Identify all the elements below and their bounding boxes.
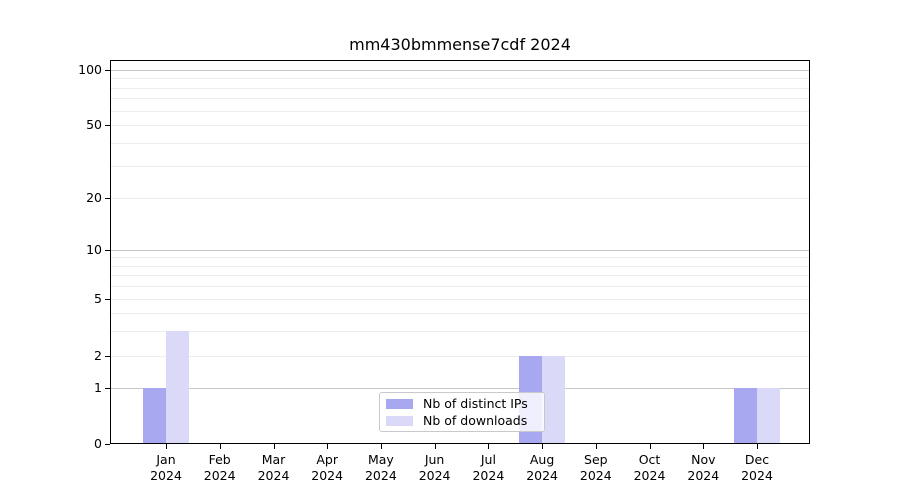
legend-swatch-0 <box>386 398 413 409</box>
legend: Nb of distinct IPs Nb of downloads <box>379 392 545 432</box>
gridline-y-1 <box>110 388 810 389</box>
y-tick-label-20: 20 <box>86 190 102 205</box>
gridline-y-5 <box>110 299 810 300</box>
x-tick-label-may: May 2024 <box>365 452 397 484</box>
gridline-y-40 <box>110 142 810 144</box>
gridline-y-50 <box>110 125 810 126</box>
x-label-month: Nov <box>691 452 716 467</box>
x-tick-label-dec: Dec 2024 <box>741 452 773 484</box>
y-tick-mark-100 <box>105 70 110 71</box>
x-tick-label-jan: Jan 2024 <box>150 452 182 484</box>
y-tick-mark-1 <box>105 388 110 389</box>
y-tick-mark-2 <box>105 356 110 357</box>
y-tick-mark-20 <box>105 198 110 199</box>
bar-downloads-aug <box>542 356 566 444</box>
gridline-y-6 <box>110 286 810 288</box>
bar-distinct-ips-dec <box>734 388 757 444</box>
x-tick-label-feb: Feb 2024 <box>204 452 236 484</box>
legend-label-1: Nb of downloads <box>423 413 528 428</box>
chart-title: mm430bmmense7cdf 2024 <box>349 35 571 54</box>
x-label-year: 2024 <box>526 468 558 483</box>
x-label-year: 2024 <box>364 468 397 483</box>
gridline-y-3 <box>110 330 810 332</box>
x-tick-mark-nov <box>703 444 705 449</box>
gridline-y-9 <box>110 257 810 259</box>
x-tick-mark-jun <box>434 444 436 449</box>
x-label-month: Apr <box>316 452 338 467</box>
x-label-month: Aug <box>529 452 555 467</box>
y-tick-label-5: 5 <box>94 291 102 306</box>
x-label-year: 2024 <box>633 468 666 483</box>
x-label-month: Oct <box>638 452 661 467</box>
x-label-month: Jul <box>480 452 496 467</box>
x-tick-label-apr: Apr 2024 <box>311 452 343 484</box>
x-label-month: Sep <box>584 452 608 467</box>
x-label-year: 2024 <box>687 468 720 483</box>
x-tick-label-nov: Nov 2024 <box>687 452 719 484</box>
x-tick-mark-may <box>380 444 382 449</box>
x-tick-mark-jan <box>166 444 167 449</box>
y-tick-mark-0 <box>105 444 110 445</box>
x-label-month: Jun <box>424 452 445 467</box>
y-tick-label-10: 10 <box>86 242 102 257</box>
y-tick-label-100: 100 <box>78 62 102 77</box>
gridline-y-4 <box>110 312 810 314</box>
gridline-y-2 <box>110 356 810 357</box>
x-tick-mark-jul <box>488 444 490 449</box>
x-label-year: 2024 <box>472 468 505 483</box>
bar-downloads-dec <box>757 388 780 444</box>
x-label-month: May <box>367 452 394 467</box>
legend-label-0: Nb of distinct IPs <box>423 396 528 411</box>
x-tick-mark-feb <box>219 444 221 449</box>
x-label-year: 2024 <box>418 468 451 483</box>
legend-row-1: Nb of downloads <box>386 412 544 429</box>
x-tick-label-sep: Sep 2024 <box>580 452 612 484</box>
gridline-y-100 <box>110 70 810 71</box>
gridline-y-20 <box>110 198 810 199</box>
y-tick-mark-5 <box>105 299 110 300</box>
x-tick-mark-sep <box>595 444 597 449</box>
x-tick-label-oct: Oct 2024 <box>634 452 666 484</box>
x-tick-label-mar: Mar 2024 <box>258 452 290 484</box>
y-tick-mark-50 <box>105 125 110 126</box>
bar-distinct-ips-jan <box>143 388 166 444</box>
x-label-year: 2024 <box>257 468 290 483</box>
gridline-y-80 <box>110 87 810 89</box>
x-tick-mark-dec <box>757 444 758 449</box>
gridline-y-70 <box>110 98 810 100</box>
bar-downloads-jan <box>166 330 189 444</box>
y-tick-mark-10 <box>105 250 110 251</box>
y-tick-label-50: 50 <box>86 117 102 132</box>
axes-frame <box>110 60 810 444</box>
gridline-y-10 <box>110 250 810 251</box>
x-label-month: Mar <box>261 452 286 467</box>
gridline-y-7 <box>110 275 810 277</box>
gridline-y-90 <box>110 78 810 80</box>
x-tick-label-aug: Aug 2024 <box>526 452 558 484</box>
x-label-year: 2024 <box>150 468 182 483</box>
x-label-month: Dec <box>744 452 770 467</box>
x-label-year: 2024 <box>203 468 236 483</box>
x-label-year: 2024 <box>579 468 612 483</box>
gridline-y-30 <box>110 165 810 167</box>
x-tick-mark-apr <box>327 444 329 449</box>
x-label-year: 2024 <box>311 468 344 483</box>
x-label-month: Feb <box>208 452 231 467</box>
x-tick-mark-aug <box>542 444 544 449</box>
x-label-year: 2024 <box>741 468 773 483</box>
x-tick-label-jun: Jun 2024 <box>419 452 451 484</box>
legend-swatch-1 <box>386 415 413 426</box>
x-label-month: Jan <box>156 452 176 467</box>
gridline-y-60 <box>110 110 810 112</box>
y-tick-label-2: 2 <box>94 348 102 363</box>
plot-area: Nb of distinct IPs Nb of downloads 0 1 2 5 10… <box>78 60 810 483</box>
legend-row-0: Nb of distinct IPs <box>386 395 544 412</box>
x-tick-mark-oct <box>649 444 651 449</box>
gridline-y-8 <box>110 265 810 267</box>
x-tick-mark-mar <box>273 444 275 449</box>
y-tick-label-1: 1 <box>94 380 102 395</box>
x-tick-label-jul: Jul 2024 <box>472 452 504 484</box>
y-tick-label-0: 0 <box>94 436 102 451</box>
